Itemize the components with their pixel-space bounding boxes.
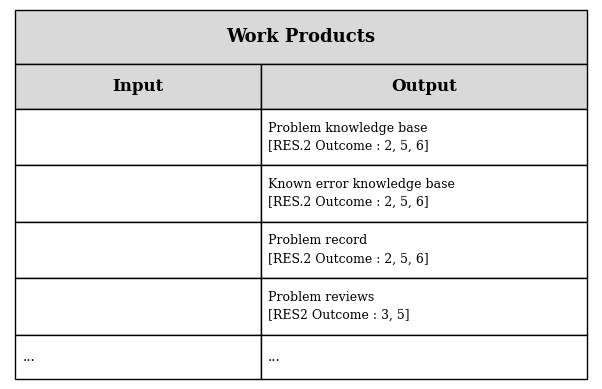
Bar (15, 222, 261, 278)
Bar (15, 109, 261, 165)
Bar (15, 10, 587, 64)
Bar (261, 109, 587, 165)
Bar (261, 222, 587, 278)
Text: Input: Input (113, 78, 164, 95)
Bar (261, 165, 587, 222)
Text: ...: ... (268, 350, 281, 364)
Bar (15, 165, 261, 222)
Bar (261, 64, 587, 109)
Text: Problem knowledge base
[RES.2 Outcome : 2, 5, 6]: Problem knowledge base [RES.2 Outcome : … (268, 122, 429, 152)
Text: ...: ... (22, 350, 35, 364)
Bar (261, 335, 587, 379)
Text: Problem record
[RES.2 Outcome : 2, 5, 6]: Problem record [RES.2 Outcome : 2, 5, 6] (268, 235, 429, 265)
Text: Output: Output (391, 78, 457, 95)
Text: Problem reviews
[RES2 Outcome : 3, 5]: Problem reviews [RES2 Outcome : 3, 5] (268, 291, 410, 322)
Bar (15, 278, 261, 335)
Bar (261, 278, 587, 335)
Text: Work Products: Work Products (226, 28, 376, 46)
Bar (15, 335, 261, 379)
Bar (15, 64, 261, 109)
Text: Known error knowledge base
[RES.2 Outcome : 2, 5, 6]: Known error knowledge base [RES.2 Outcom… (268, 178, 455, 209)
